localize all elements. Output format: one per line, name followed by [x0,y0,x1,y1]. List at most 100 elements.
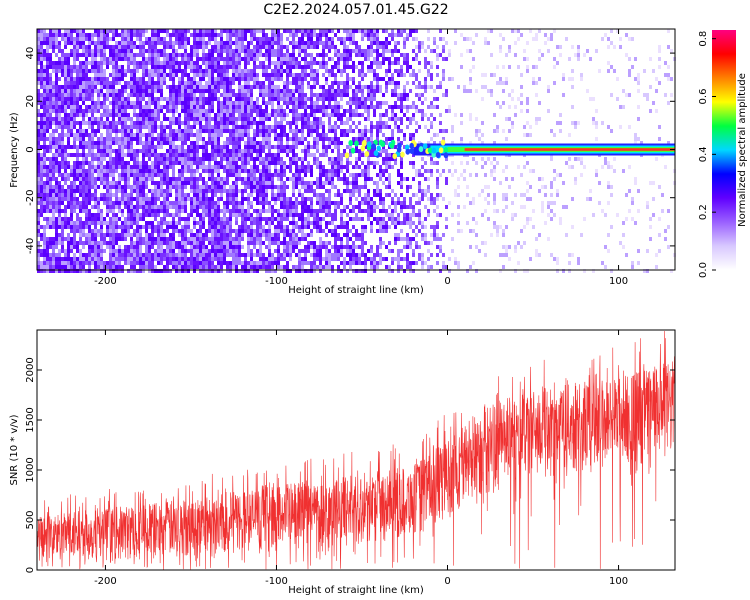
spectrogram-cell [310,253,313,257]
spectrogram-cell [139,165,142,169]
spectrogram-cell [58,217,61,221]
spectrogram-cell [301,165,304,169]
spectrogram-cell [286,113,289,117]
spectrogram-cell [85,141,88,145]
spectrogram-cell [130,141,133,145]
spectrogram-cell [169,157,172,161]
spectrogram-cell [61,237,64,241]
spectrogram-cell [214,49,217,53]
spectrogram-cell [64,81,67,85]
spectrogram-cell [106,105,109,109]
spectrogram-cell [67,225,70,229]
spectrogram-cell [235,37,238,41]
spectrogram-cell [211,201,214,205]
spectrogram-cell [331,169,334,173]
spectrogram-cell [187,61,190,65]
spectrogram-cell [262,81,265,85]
spectrogram-cell [64,213,67,217]
spectrogram-cell [259,85,262,89]
spectrogram-cell [229,37,232,41]
spectrogram-cell [133,185,136,189]
spectrogram-cell [43,57,46,61]
spectrogram-cell [133,33,136,37]
spectrogram-cell [319,173,322,177]
spectrogram-cell [199,161,202,165]
spectrogram-cell [112,29,115,33]
spectrogram-cell [247,261,250,265]
spectrogram-cell [85,45,88,49]
spectrogram-cell [88,257,91,261]
spectrogram-cell [235,189,238,193]
spectrogram-cell [256,221,259,225]
spectrogram-cell [157,117,160,121]
spectrogram-cell [175,253,178,257]
spectrogram-cell [43,169,46,173]
spectrogram-cell [94,213,97,217]
spectrogram-cell [40,209,43,213]
spectrogram-cell [238,97,241,101]
spectrogram-cell [253,65,256,69]
spectrogram-cell [148,205,151,209]
spectrogram-cell [292,109,295,113]
spectrogram-cell [103,113,106,117]
spectrogram-cell [280,205,283,209]
spectrogram-cell [328,137,331,141]
spectrogram-cell [139,81,142,85]
spectrogram-cell [298,105,301,109]
spectrogram-cell [94,205,97,209]
spectrogram-cell [265,177,268,181]
spectrogram-cell [127,93,130,97]
spectrogram-cell [37,193,40,197]
spectrogram-cell [76,201,79,205]
spectrogram-cell [151,53,154,57]
spectrogram-cell [97,125,100,129]
spectrogram-cell [154,173,157,177]
spectrogram-cell [130,193,133,197]
spectrogram-cell [214,229,217,233]
spectrogram-cell [199,205,202,209]
spectrogram-cell [259,65,262,69]
spectrogram-cell [172,93,175,97]
spectrogram-cell [199,253,202,257]
spectrogram-cell [142,93,145,97]
spectrogram-cell [136,133,139,137]
spectrogram-cell [301,169,304,173]
spectrogram-cell [253,73,256,77]
spectrogram-cell [277,125,280,129]
spectrogram-cell [325,37,328,41]
spectrogram-cell [85,189,88,193]
spectrogram-cell [175,265,178,269]
spectrogram-cell [55,265,58,269]
spectrogram-cell [103,37,106,41]
spectrogram-cell [268,185,271,189]
spectrogram-cell [46,185,49,189]
spectrogram-cell [151,169,154,173]
spectrogram-cell [181,189,184,193]
spectrogram-cell [190,241,193,245]
spectrogram-cell [187,177,190,181]
spectrogram-cell [121,157,124,161]
spectrogram-cell [286,225,289,229]
spectrogram-cell [109,201,112,205]
spectrogram-cell [52,165,55,169]
spectrogram-cell [241,89,244,93]
spectrogram-cell [247,161,250,165]
spectrogram-cell [58,49,61,53]
spectrogram-cell [187,121,190,125]
spectrogram-cell [307,241,310,245]
spectrogram-cell [208,261,211,265]
spectrogram-cell [37,101,40,105]
spectrogram-cell [175,93,178,97]
spectrogram-cell [304,181,307,185]
spectrogram-cell [301,121,304,125]
spectrogram-cell [160,181,163,185]
spectrogram-cell [235,245,238,249]
spectrogram-cell [208,213,211,217]
spectrogram-cell [58,181,61,185]
spectrogram-cell [85,89,88,93]
spectrogram-cell [151,193,154,197]
spectrogram-cell [82,173,85,177]
spectrogram-cell [136,45,139,49]
spectrogram-cell [52,237,55,241]
spectrogram-cell [202,53,205,57]
